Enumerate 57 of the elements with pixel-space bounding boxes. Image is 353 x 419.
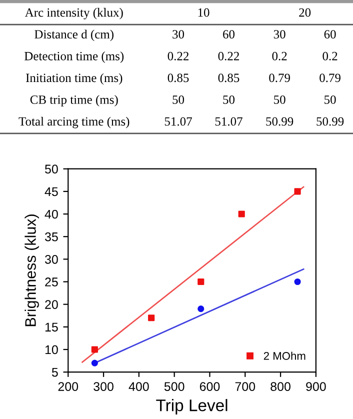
text: 0.2 xyxy=(322,52,338,60)
category-label: CB trip time (ms) xyxy=(30,95,118,106)
text: 0.22 xyxy=(168,52,189,60)
text: 50 xyxy=(172,95,184,104)
y-axis-title: Brightness (klux) xyxy=(24,214,39,326)
point xyxy=(198,306,204,312)
category-label: Detection time (ms) xyxy=(24,52,124,63)
text: 51.07 xyxy=(164,117,192,126)
x-tick-label: 800 xyxy=(270,382,290,391)
text: 20 xyxy=(299,8,311,17)
text: 50 xyxy=(324,95,336,104)
point xyxy=(294,188,301,195)
y-tick-label: 35 xyxy=(44,232,58,242)
point xyxy=(238,210,245,218)
point xyxy=(148,314,155,322)
x-tick-label: 300 xyxy=(94,382,114,391)
x-tick-label: 400 xyxy=(128,382,149,391)
x-tick-label: 900 xyxy=(306,382,326,391)
text: 0.79 xyxy=(320,74,340,82)
legend-label: 2 MOhm xyxy=(264,352,306,360)
x-axis-title: Trip Level xyxy=(156,399,228,415)
category-label: Total arcing time (ms) xyxy=(18,116,130,128)
y-tick-label: 5 xyxy=(52,368,58,377)
text: 0.85 xyxy=(218,74,240,82)
point xyxy=(198,278,204,286)
y-tick-label: 25 xyxy=(45,278,58,286)
text: 50 xyxy=(223,95,235,104)
text: 50 xyxy=(274,95,286,104)
y-tick-label: 15 xyxy=(45,322,58,332)
text: 10 xyxy=(198,8,210,17)
text: 50.99 xyxy=(266,117,294,126)
text: 0.79 xyxy=(269,74,290,82)
x-tick-label: 500 xyxy=(164,382,184,391)
point xyxy=(294,278,301,286)
text: 0.2 xyxy=(272,52,287,60)
category-label: Distance d (cm) xyxy=(34,30,114,42)
y-tick-label: 40 xyxy=(44,210,58,219)
x-tick-label: 700 xyxy=(235,382,256,391)
category-label: Initiation time (ms) xyxy=(26,73,122,85)
y-tick-label: 30 xyxy=(44,254,58,264)
y-tick-label: 10 xyxy=(45,345,58,354)
y-tick-label: 20 xyxy=(45,300,58,309)
x-tick-label: 200 xyxy=(58,382,78,391)
text: 60 xyxy=(324,30,336,39)
y-tick-label: 50 xyxy=(45,164,58,174)
text: 0.85 xyxy=(168,74,189,82)
text: 50.99 xyxy=(316,117,344,126)
text: 30 xyxy=(274,30,286,39)
text: 0.22 xyxy=(218,52,239,60)
point xyxy=(91,360,98,366)
y-tick-label: 45 xyxy=(44,187,58,196)
text: 30 xyxy=(172,30,184,39)
x-tick-label: 600 xyxy=(200,382,220,391)
category-label: Arc intensity (klux) xyxy=(24,8,123,20)
point xyxy=(91,346,98,353)
text: 60 xyxy=(223,30,235,39)
text: 51.07 xyxy=(215,117,242,126)
